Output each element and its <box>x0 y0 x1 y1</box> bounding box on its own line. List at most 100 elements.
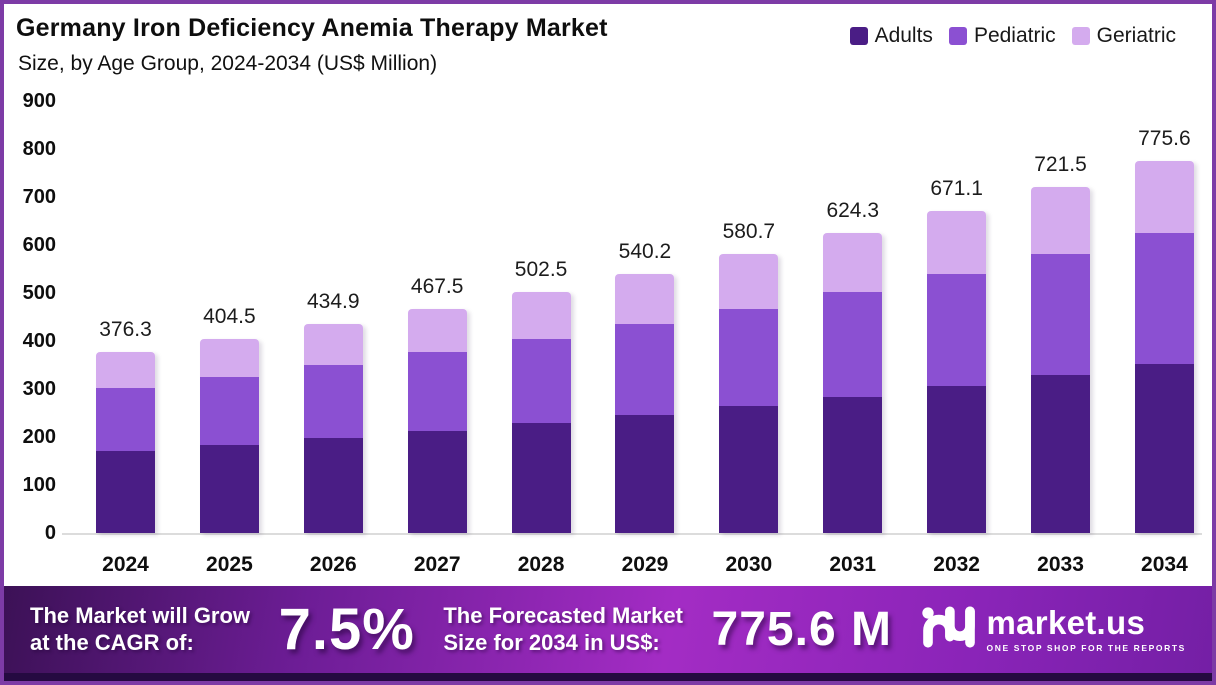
bar-segment-pediatric <box>199 376 259 445</box>
legend-item-pediatric: Pediatric <box>948 24 1056 48</box>
y-tick-label-900: 900 <box>22 90 56 112</box>
stacked-bar-2028 <box>511 291 571 533</box>
chart-legend: Adults Pediatric Geriatric <box>849 24 1176 48</box>
bar-segment-geriatric <box>927 210 987 274</box>
bar-segment-adults <box>303 438 363 533</box>
bar-value-label: 721.5 <box>1034 152 1087 176</box>
stacked-bar-2025 <box>199 338 259 533</box>
bar-segment-geriatric <box>1031 186 1091 255</box>
x-tick-label-2029: 2029 <box>621 553 669 576</box>
y-tick-label-500: 500 <box>22 282 56 304</box>
bar-column-2034: 775.6 2034 <box>1134 126 1194 576</box>
cagr-value: 7.5% <box>278 597 415 662</box>
bar-segment-pediatric <box>511 338 571 424</box>
page-title: Germany Iron Deficiency Anemia Therapy M… <box>16 14 608 42</box>
x-tick-label-2031: 2031 <box>829 553 877 576</box>
stacked-bar-2033 <box>1031 186 1091 533</box>
bar-segment-geriatric <box>96 352 155 388</box>
bottom-banner: The Market will Grow at the CAGR of: 7.5… <box>4 586 1212 681</box>
marketus-logo-icon <box>921 601 977 658</box>
bar-segment-adults <box>199 444 259 533</box>
chart-area: Germany Iron Deficiency Anemia Therapy M… <box>4 4 1212 586</box>
bar-segment-geriatric <box>1134 160 1194 234</box>
bar-segment-adults <box>823 396 883 533</box>
bar-segment-geriatric <box>511 291 571 339</box>
y-tick-label-0: 0 <box>44 522 56 544</box>
bar-segment-pediatric <box>407 352 467 431</box>
bar-segment-geriatric <box>615 273 675 325</box>
bar-segment-pediatric <box>96 387 155 451</box>
bar-segment-adults <box>615 415 675 533</box>
stacked-bar-2024 <box>96 352 155 533</box>
y-tick-label-800: 800 <box>22 138 56 160</box>
bar-column-2033: 721.5 2033 <box>1031 152 1091 576</box>
y-tick-label-300: 300 <box>22 378 56 400</box>
bar-column-2032: 671.1 2032 <box>927 177 987 576</box>
bar-segment-geriatric <box>199 338 259 377</box>
bar-column-2027: 467.5 2027 <box>407 274 467 576</box>
bar-column-2030: 580.7 2030 <box>719 220 779 576</box>
y-tick-label-100: 100 <box>22 474 56 496</box>
bar-segment-adults <box>927 386 987 533</box>
legend-swatch-adults <box>849 27 868 45</box>
x-tick-label-2033: 2033 <box>1037 553 1084 576</box>
brand-name: market.us <box>986 604 1146 641</box>
bar-segment-pediatric <box>823 291 883 397</box>
stacked-bar-2026 <box>303 324 363 533</box>
x-tick-label-2024: 2024 <box>102 553 149 576</box>
bar-segment-adults <box>96 450 155 533</box>
bar-value-label: 376.3 <box>99 318 152 342</box>
bar-segment-adults <box>1031 375 1091 533</box>
x-tick-label-2030: 2030 <box>725 553 773 576</box>
bar-segment-adults <box>719 406 779 533</box>
bar-column-2024: 376.3 2024 <box>96 318 155 576</box>
y-tick-label-200: 200 <box>22 426 56 448</box>
stacked-bar-2031 <box>823 233 883 533</box>
bar-value-label: 624.3 <box>826 199 880 223</box>
bar-value-label: 580.7 <box>722 220 776 244</box>
forecast-label-line1: The Forecasted Market <box>443 602 683 628</box>
bar-column-2029: 540.2 2029 <box>615 240 675 576</box>
stacked-bar-2030 <box>719 254 779 533</box>
bar-value-label: 775.6 <box>1138 126 1191 150</box>
bar-column-2028: 502.5 2028 <box>511 257 571 576</box>
stacked-bar-2032 <box>927 210 987 533</box>
legend-label: Pediatric <box>973 24 1056 47</box>
bar-column-2025: 404.5 2025 <box>199 304 259 576</box>
bar-segment-pediatric <box>303 364 363 439</box>
stacked-bar-2034 <box>1134 160 1194 533</box>
bar-segment-pediatric <box>1134 233 1194 364</box>
x-tick-label-2034: 2034 <box>1141 553 1188 576</box>
bar-segment-geriatric <box>823 233 883 292</box>
bar-value-label: 404.5 <box>203 304 256 328</box>
bar-segment-geriatric <box>407 308 467 353</box>
cagr-label-line2: at the CAGR of: <box>30 629 194 655</box>
x-tick-label-2028: 2028 <box>517 553 565 576</box>
bar-value-label: 434.9 <box>307 290 360 314</box>
bar-value-label: 467.5 <box>410 274 464 298</box>
stacked-bar-2029 <box>615 273 675 533</box>
bar-segment-pediatric <box>927 273 987 387</box>
legend-item-geriatric: Geriatric <box>1071 24 1176 48</box>
legend-swatch-geriatric <box>1071 27 1090 45</box>
x-axis-line <box>62 533 1202 535</box>
plot-area: 376.3 2024 404.5 2025 434.9 2026 467.5 2027 502.… <box>96 101 1194 576</box>
forecast-value: 775.6 M <box>711 603 892 656</box>
legend-item-adults: Adults <box>849 24 933 48</box>
y-tick-label-600: 600 <box>22 234 56 256</box>
cagr-label: The Market will Grow at the CAGR of: <box>30 603 250 657</box>
bar-segment-pediatric <box>719 308 779 407</box>
chart-subtitle: Size, by Age Group, 2024-2034 (US$ Milli… <box>18 52 438 75</box>
x-tick-label-2026: 2026 <box>309 553 357 576</box>
bar-column-2026: 434.9 2026 <box>303 290 363 576</box>
legend-label: Geriatric <box>1096 24 1176 47</box>
y-tick-label-400: 400 <box>22 330 56 352</box>
bar-segment-adults <box>407 430 467 533</box>
stacked-bar-2027 <box>407 308 467 533</box>
bar-value-label: 502.5 <box>514 257 568 281</box>
bar-segment-pediatric <box>615 324 675 416</box>
bar-segment-adults <box>1134 363 1194 533</box>
bar-segment-pediatric <box>1031 254 1091 376</box>
brand-block: market.us ONE STOP SHOP FOR THE REPORTS <box>921 601 1186 658</box>
y-axis-ticks: 0 100 200 300 400 500 600 700 800 900 <box>4 4 60 586</box>
